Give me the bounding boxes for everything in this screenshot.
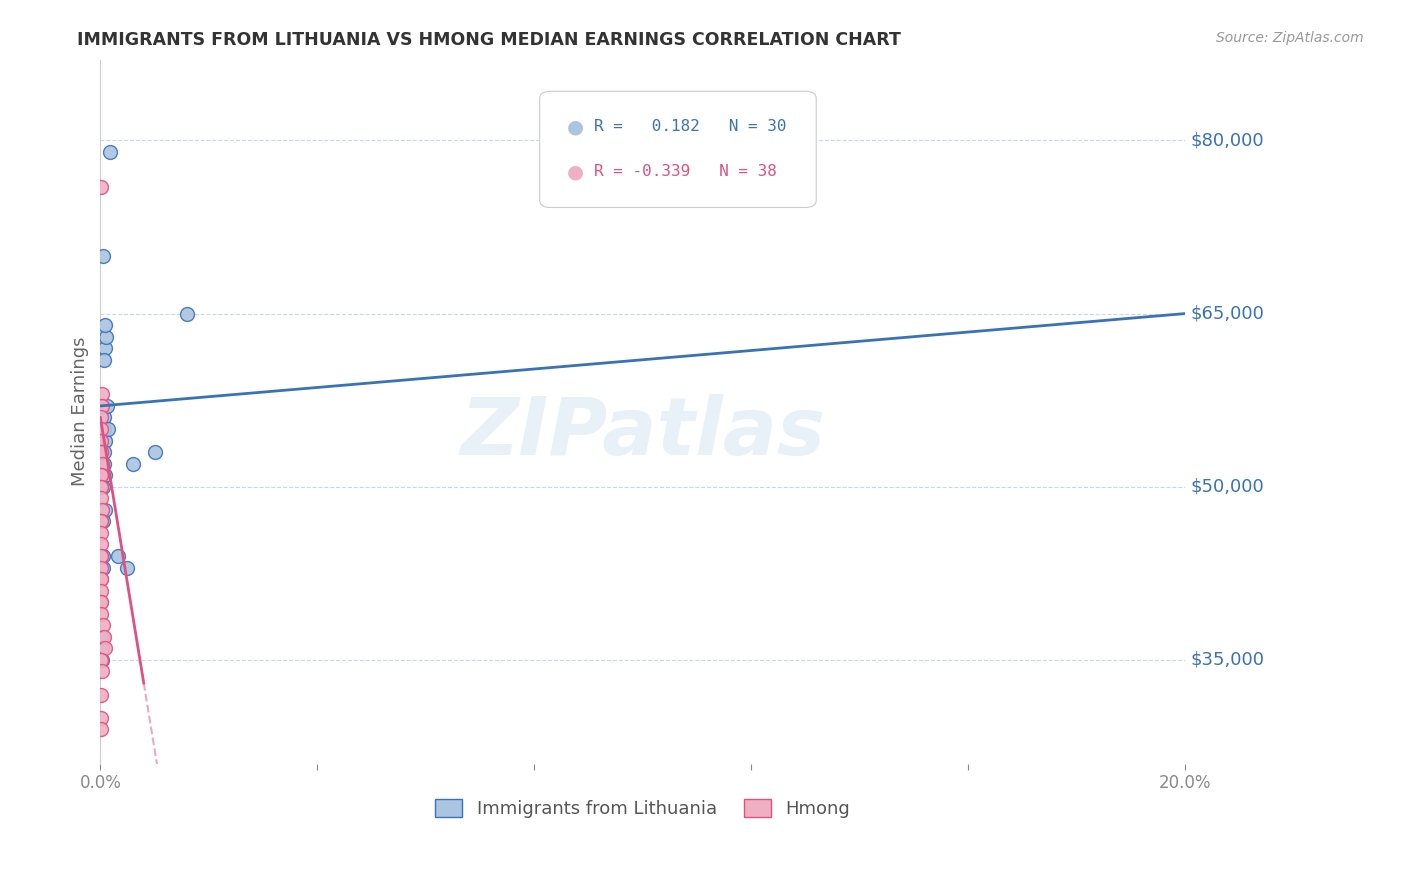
Point — [90, 422, 112, 436]
Point — [90, 445, 112, 459]
Point — [90, 537, 112, 551]
Point — [90, 653, 112, 667]
Text: $80,000: $80,000 — [1191, 131, 1264, 150]
Point — [91, 480, 114, 494]
Point — [90, 722, 112, 736]
Point — [90, 468, 112, 483]
Point — [96, 399, 118, 413]
Point — [90, 549, 112, 563]
Point — [93, 457, 115, 471]
Point — [91, 503, 114, 517]
FancyBboxPatch shape — [540, 91, 817, 208]
Point — [91, 399, 114, 413]
Point — [90, 434, 112, 448]
Point — [90, 688, 112, 702]
Point — [90, 445, 112, 459]
Point — [122, 457, 145, 471]
Point — [93, 434, 115, 448]
Point — [91, 399, 114, 413]
Point — [91, 641, 114, 656]
Text: ●: ● — [567, 162, 583, 181]
Point — [91, 249, 114, 263]
Point — [93, 352, 115, 367]
Point — [90, 410, 112, 425]
Point — [98, 145, 121, 159]
Point — [94, 329, 117, 343]
Point — [90, 515, 112, 529]
Point — [97, 422, 120, 436]
Point — [90, 653, 112, 667]
Point — [107, 549, 129, 563]
Point — [90, 560, 112, 574]
Point — [91, 387, 114, 401]
Point — [117, 560, 139, 574]
Point — [93, 445, 115, 459]
Point — [143, 445, 166, 459]
Point — [91, 549, 114, 563]
Point — [90, 572, 112, 586]
Point — [93, 630, 115, 644]
Point — [91, 630, 114, 644]
Point — [90, 572, 112, 586]
Point — [91, 653, 114, 667]
Point — [90, 399, 112, 413]
Text: $65,000: $65,000 — [1191, 304, 1264, 323]
Point — [93, 641, 115, 656]
Point — [91, 515, 114, 529]
Point — [90, 480, 112, 494]
Point — [90, 491, 112, 506]
Y-axis label: Median Earnings: Median Earnings — [72, 337, 89, 486]
Point — [90, 595, 112, 609]
Point — [93, 410, 115, 425]
Text: Source: ZipAtlas.com: Source: ZipAtlas.com — [1216, 31, 1364, 45]
Point — [93, 422, 115, 436]
Point — [90, 607, 112, 621]
Point — [90, 525, 112, 540]
Legend: Immigrants from Lithuania, Hmong: Immigrants from Lithuania, Hmong — [427, 791, 858, 825]
Point — [90, 468, 112, 483]
Point — [90, 595, 112, 609]
Point — [93, 341, 115, 355]
Text: $35,000: $35,000 — [1191, 651, 1264, 669]
Point — [90, 711, 112, 725]
Point — [90, 583, 112, 598]
Point — [91, 618, 114, 632]
Point — [91, 457, 114, 471]
Point — [91, 422, 114, 436]
Point — [90, 179, 112, 194]
Point — [90, 549, 112, 563]
Point — [94, 468, 117, 483]
Text: R =   0.182   N = 30: R = 0.182 N = 30 — [593, 120, 786, 135]
Text: ●: ● — [567, 118, 583, 136]
Point — [90, 515, 112, 529]
Point — [93, 318, 115, 332]
Point — [94, 503, 117, 517]
Text: $50,000: $50,000 — [1191, 478, 1264, 496]
Text: IMMIGRANTS FROM LITHUANIA VS HMONG MEDIAN EARNINGS CORRELATION CHART: IMMIGRANTS FROM LITHUANIA VS HMONG MEDIA… — [77, 31, 901, 49]
Point — [176, 307, 198, 321]
Point — [91, 560, 114, 574]
Text: ZIPatlas: ZIPatlas — [460, 394, 825, 472]
Point — [91, 399, 114, 413]
Point — [90, 480, 112, 494]
Point — [91, 665, 114, 679]
Text: R = -0.339   N = 38: R = -0.339 N = 38 — [593, 164, 776, 179]
